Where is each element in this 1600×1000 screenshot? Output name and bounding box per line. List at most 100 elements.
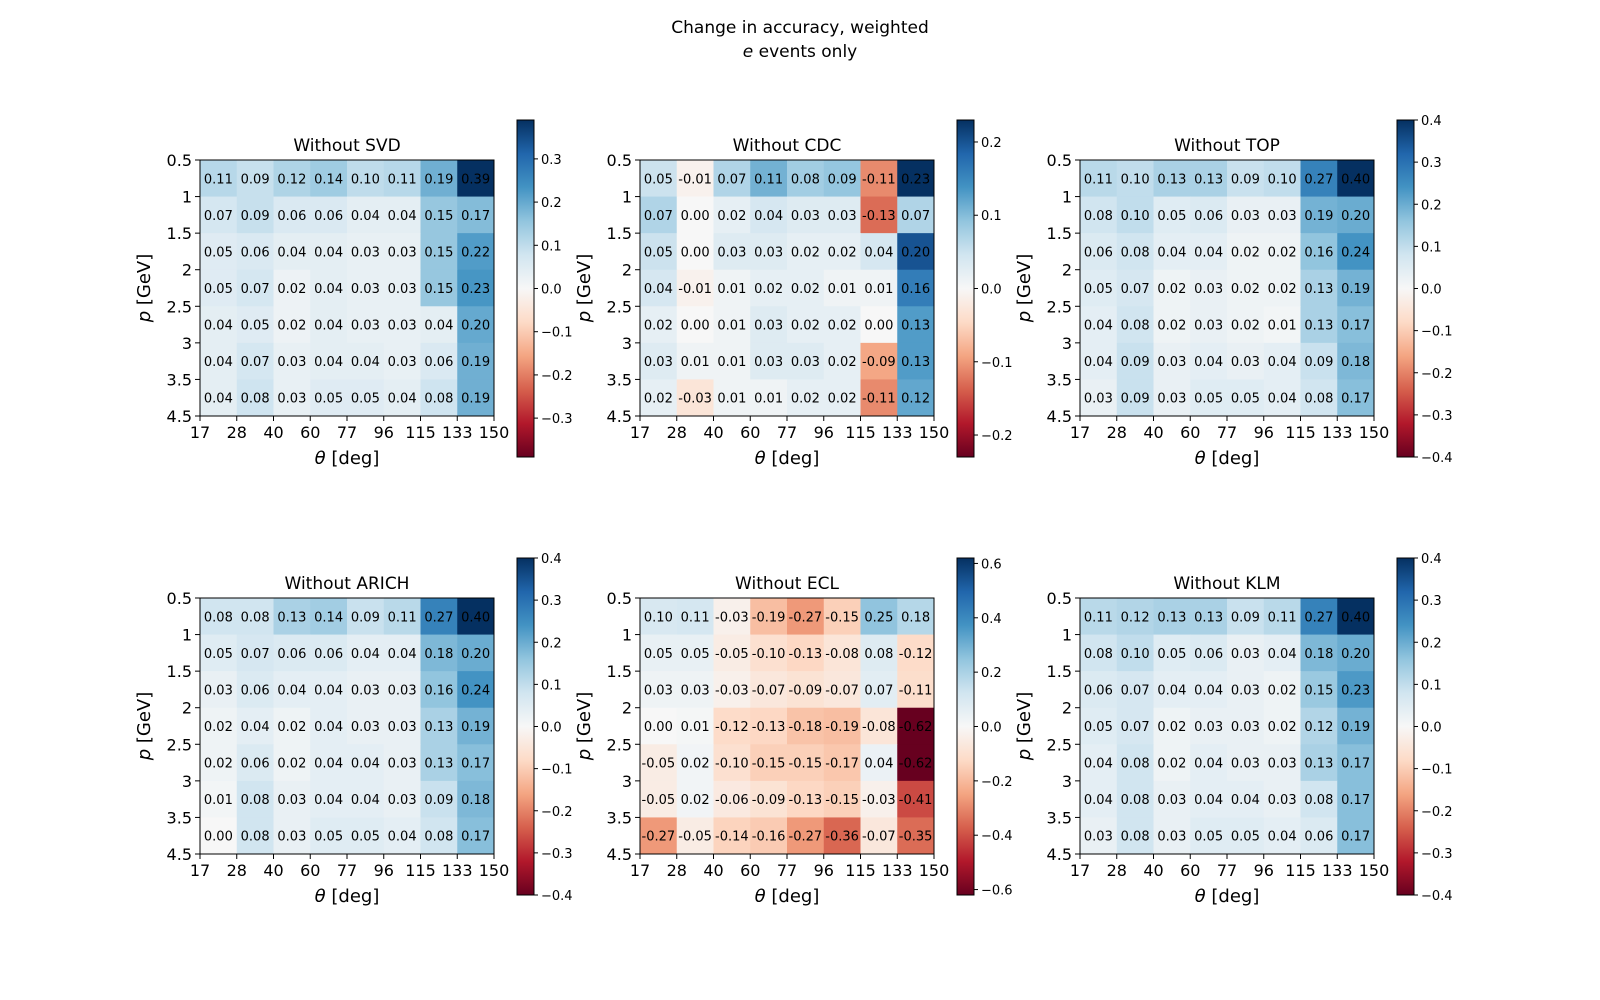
cell-value-label: 0.04: [1268, 830, 1297, 845]
cell-value-label: 0.02: [1268, 720, 1297, 735]
heatmap-cell: [1153, 269, 1191, 307]
x-axis-label: θ [deg]: [315, 886, 380, 907]
cell-value-label: 0.09: [1121, 392, 1150, 407]
heatmap-cell: [1263, 671, 1301, 709]
heatmap-cell: [1227, 598, 1265, 636]
x-tick-label: 133: [442, 861, 473, 880]
heatmap-cell: [1153, 634, 1191, 672]
cell-value-label: 0.04: [351, 355, 380, 370]
cell-value-label: 0.05: [644, 245, 673, 260]
heatmap-cell: [1080, 671, 1118, 709]
heatmap-cell: [750, 671, 788, 709]
cell-value-label: 0.13: [424, 720, 453, 735]
heatmap-cell: [1337, 671, 1375, 709]
heatmap-cell: [1190, 160, 1228, 198]
x-tick-label: 28: [667, 861, 687, 880]
heatmap-panel: 0.11 0.09 0.12 0.14 0.10 0.11 0.19 0.390.07 0.09…: [134, 119, 573, 469]
heatmap-cell: [1227, 233, 1265, 271]
heatmap-cell: [1263, 707, 1301, 745]
x-axis-label-unit: [deg]: [766, 448, 820, 469]
cell-value-label: 0.00: [204, 830, 233, 845]
heatmap-cell: [1153, 780, 1191, 818]
cell-value-label: 0.03: [791, 355, 820, 370]
heatmap-cell: [1116, 269, 1154, 307]
heatmap-cell: [713, 379, 751, 417]
cell-value-label: 0.03: [204, 683, 233, 698]
heatmap-cell: [897, 196, 935, 234]
heatmap-cell: [457, 780, 495, 818]
x-tick-label: 60: [740, 423, 760, 442]
heatmap-cell: [236, 744, 274, 782]
cell-value-label: 0.13: [901, 355, 930, 370]
heatmap-cell: [676, 160, 714, 198]
x-axis-label: θ [deg]: [755, 448, 820, 469]
heatmap-cell: [1080, 598, 1118, 636]
cell-value-label: 0.13: [1194, 172, 1223, 187]
cell-value-label: 0.11: [1268, 610, 1297, 625]
cell-value-label: 0.02: [828, 319, 857, 334]
cell-value-label: -0.03: [678, 392, 712, 407]
heatmap-cell: [347, 634, 385, 672]
y-axis-label-unit: [GeV]: [134, 692, 155, 749]
heatmap-cell: [457, 744, 495, 782]
heatmap-cell: [457, 196, 495, 234]
heatmap-cell: [1153, 342, 1191, 380]
heatmap-cell: [347, 196, 385, 234]
heatmap-cell: [713, 342, 751, 380]
heatmap-cell: [310, 744, 348, 782]
colorbar-tick-label: 0.0: [541, 721, 562, 736]
cell-value-label: 0.05: [241, 319, 270, 334]
colorbar-tick-label: 0.4: [1421, 114, 1442, 129]
heatmap-cell: [640, 306, 678, 344]
figure-title-line2-rest: events only: [753, 42, 858, 62]
cell-value-label: -0.09: [862, 355, 896, 370]
heatmap-cell: [897, 233, 935, 271]
x-tick-label: 115: [405, 423, 436, 442]
heatmap-cell: [273, 342, 311, 380]
heatmap-cell: [750, 707, 788, 745]
cell-value-label: 0.05: [1231, 830, 1260, 845]
x-tick-label: 150: [1359, 861, 1390, 880]
cell-value-label: 0.12: [1121, 610, 1150, 625]
cell-value-label: 0.07: [241, 282, 270, 297]
cell-value-label: 0.04: [1268, 355, 1297, 370]
cell-value-label: 0.02: [277, 720, 306, 735]
heatmap-cell: [640, 598, 678, 636]
heatmap-cell: [1337, 744, 1375, 782]
heatmap-cell: [1300, 780, 1338, 818]
y-tick-label: 4.5: [167, 407, 192, 426]
y-tick-label: 3.5: [1047, 808, 1072, 827]
heatmap-cell: [1337, 306, 1375, 344]
heatmap-cell: [1227, 744, 1265, 782]
y-tick-label: 1: [1062, 626, 1072, 645]
colorbar-tick-label: −0.1: [981, 356, 1013, 371]
heatmap-cell: [897, 744, 935, 782]
cell-value-label: 0.20: [1341, 209, 1370, 224]
y-tick-label: 0.5: [1047, 589, 1072, 608]
cell-value-label: 0.18: [1341, 355, 1370, 370]
cell-value-label: 0.04: [864, 757, 893, 772]
cell-value-label: 0.03: [351, 282, 380, 297]
cell-value-label: 0.06: [1084, 245, 1113, 260]
heatmap-cell: [1337, 160, 1375, 198]
y-tick-label: 2: [622, 261, 632, 280]
heatmap-cell: [236, 379, 274, 417]
cell-value-label: 0.17: [1341, 757, 1370, 772]
y-tick-label: 2.5: [167, 735, 192, 754]
heatmap-cell: [420, 707, 458, 745]
cell-value-label: 0.17: [461, 209, 490, 224]
cell-value-label: 0.16: [901, 282, 930, 297]
cell-value-label: 0.08: [1304, 392, 1333, 407]
y-tick-label: 4.5: [167, 845, 192, 864]
cell-value-label: -0.17: [825, 757, 859, 772]
heatmap-cell: [1153, 707, 1191, 745]
colorbar-tick-label: −0.1: [1421, 763, 1453, 778]
cell-value-label: 0.02: [681, 757, 710, 772]
heatmap-cell: [273, 671, 311, 709]
figure-title-line2: e events only: [0, 40, 1600, 64]
cell-value-label: 0.08: [1121, 793, 1150, 808]
heatmap-cell: [457, 817, 495, 855]
heatmap-cell: [383, 160, 421, 198]
cell-value-label: 0.05: [204, 245, 233, 260]
